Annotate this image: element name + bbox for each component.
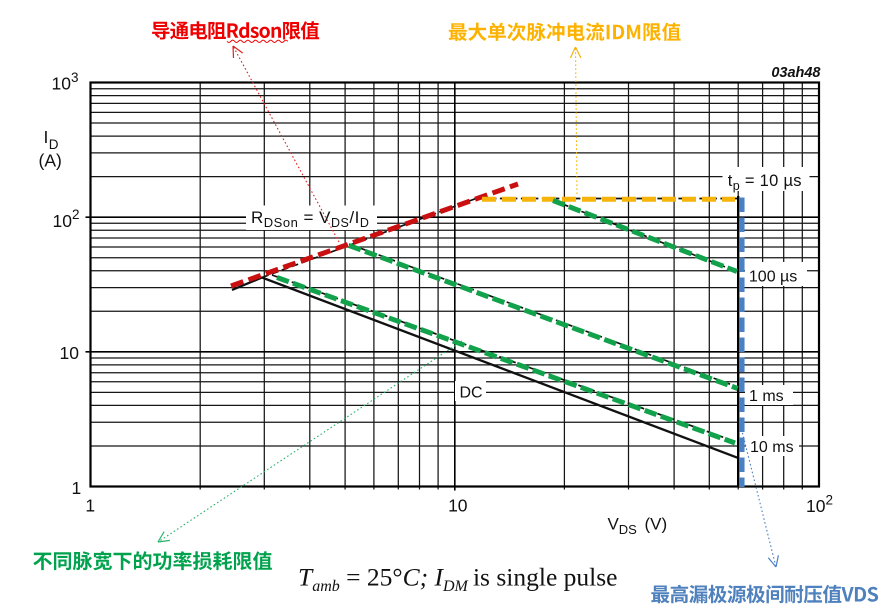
svg-text:DC: DC [460,385,483,402]
svg-text:Tamb = 25°C; IDM is single pul: Tamb = 25°C; IDM is single pulse [298,563,617,596]
svg-text:100 µs: 100 µs [749,269,797,286]
svg-text:03ah48: 03ah48 [771,65,821,81]
svg-text:1: 1 [85,496,95,516]
svg-text:3: 3 [71,70,79,85]
svg-text:2: 2 [826,493,834,508]
svg-text:10: 10 [53,211,73,231]
svg-text:1 ms: 1 ms [749,388,784,405]
svg-text:1: 1 [72,478,82,498]
svg-text:10: 10 [52,74,72,94]
svg-text:2: 2 [72,207,80,222]
svg-text:(V): (V) [645,515,668,534]
svg-text:10: 10 [806,496,826,516]
svg-text:D: D [49,137,59,152]
svg-text:10 ms: 10 ms [750,439,794,456]
svg-text:DS: DS [619,522,637,537]
svg-text:(A): (A) [39,151,62,171]
svg-text:I: I [44,127,49,147]
svg-text:10: 10 [448,496,468,516]
svg-text:10: 10 [60,343,80,363]
svg-text:tp = 10 µs: tp = 10 µs [728,172,802,193]
svg-text:V: V [608,515,620,534]
